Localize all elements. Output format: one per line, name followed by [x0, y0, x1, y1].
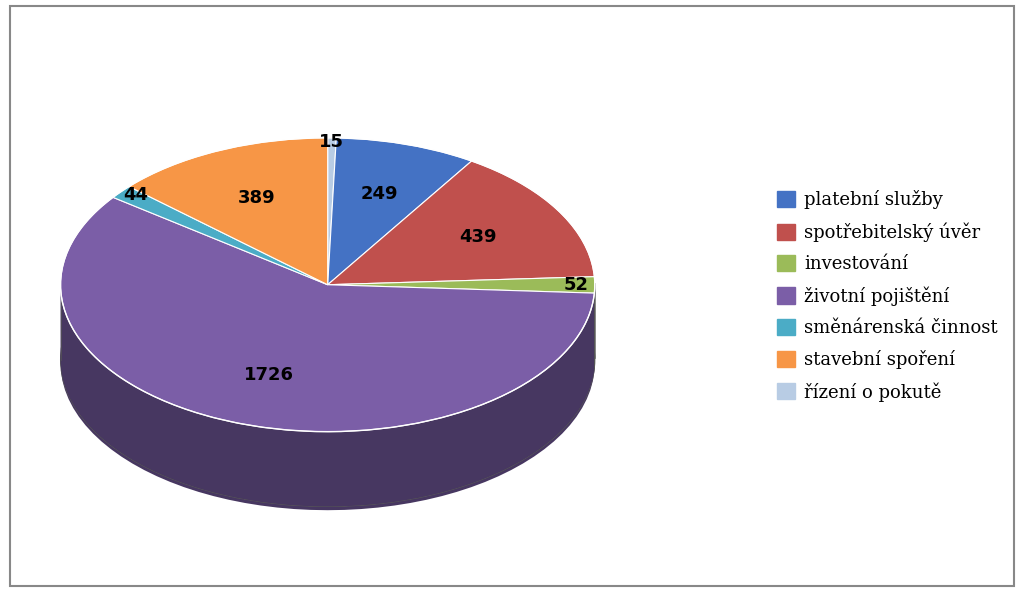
Polygon shape [61, 356, 594, 499]
Polygon shape [61, 308, 594, 451]
Polygon shape [61, 338, 594, 480]
Polygon shape [61, 361, 594, 503]
Polygon shape [60, 197, 594, 432]
Text: 439: 439 [459, 227, 497, 246]
Polygon shape [61, 334, 594, 477]
Polygon shape [61, 353, 594, 496]
Text: 52: 52 [563, 276, 589, 294]
Polygon shape [61, 345, 594, 488]
Text: 15: 15 [319, 133, 344, 151]
Legend: platební služby, spotřebitelský úvěr, investování, životní pojištění, směnárensk: platební služby, spotřebitelský úvěr, in… [770, 184, 1005, 408]
Polygon shape [61, 319, 594, 462]
Polygon shape [328, 161, 594, 285]
Polygon shape [61, 304, 594, 446]
Polygon shape [61, 342, 594, 484]
Text: 389: 389 [239, 188, 275, 207]
Polygon shape [60, 285, 594, 506]
Polygon shape [328, 138, 472, 285]
Polygon shape [61, 301, 594, 443]
Ellipse shape [60, 213, 595, 506]
Text: 1726: 1726 [244, 365, 294, 384]
Polygon shape [61, 330, 594, 473]
Polygon shape [328, 138, 336, 285]
Polygon shape [61, 327, 594, 469]
Polygon shape [61, 312, 594, 454]
Polygon shape [61, 316, 594, 458]
Polygon shape [61, 364, 594, 506]
Polygon shape [61, 323, 594, 465]
Polygon shape [61, 297, 594, 439]
Text: 44: 44 [123, 185, 147, 204]
Polygon shape [61, 368, 594, 510]
Polygon shape [61, 349, 594, 491]
Polygon shape [129, 138, 328, 285]
Polygon shape [113, 186, 328, 285]
Text: 249: 249 [360, 185, 398, 202]
Polygon shape [328, 276, 595, 293]
